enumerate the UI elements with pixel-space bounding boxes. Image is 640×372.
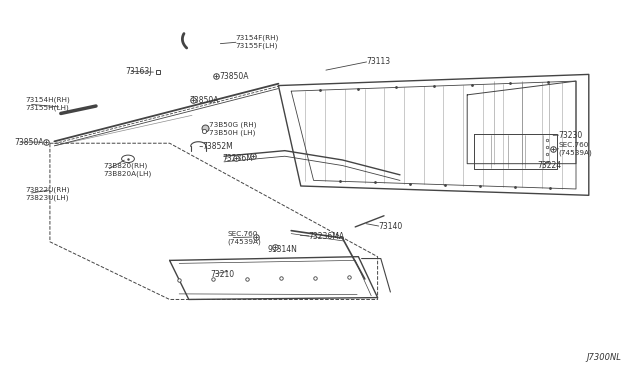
Text: 73852M: 73852M bbox=[202, 142, 233, 151]
Text: 73236M: 73236M bbox=[223, 154, 253, 163]
Text: 73236MA: 73236MA bbox=[308, 232, 344, 241]
Text: 73B820(RH)
73B820A(LH): 73B820(RH) 73B820A(LH) bbox=[104, 163, 152, 177]
Text: 73154F(RH)
73155F(LH): 73154F(RH) 73155F(LH) bbox=[236, 35, 279, 49]
Text: 73230: 73230 bbox=[558, 131, 582, 140]
Text: 73113: 73113 bbox=[366, 57, 390, 66]
Text: 73850A: 73850A bbox=[189, 96, 219, 105]
Text: 73224: 73224 bbox=[538, 161, 562, 170]
Text: 73B50G (RH)
73B50H (LH): 73B50G (RH) 73B50H (LH) bbox=[209, 121, 256, 135]
Text: 73850A: 73850A bbox=[219, 72, 248, 81]
Text: 73822U(RH)
73823U(LH): 73822U(RH) 73823U(LH) bbox=[26, 186, 70, 201]
Text: 73140: 73140 bbox=[378, 222, 403, 231]
Text: 73163J: 73163J bbox=[125, 67, 152, 76]
Text: J7300NL: J7300NL bbox=[586, 353, 621, 362]
Text: 73154H(RH)
73155H(LH): 73154H(RH) 73155H(LH) bbox=[26, 97, 70, 111]
Text: 73850A: 73850A bbox=[14, 138, 44, 147]
Text: 91314N: 91314N bbox=[268, 245, 298, 254]
Text: 73210: 73210 bbox=[210, 270, 234, 279]
Text: SEC.760
(74539A): SEC.760 (74539A) bbox=[227, 231, 261, 245]
Text: SEC.760
(74539A): SEC.760 (74539A) bbox=[558, 142, 592, 156]
